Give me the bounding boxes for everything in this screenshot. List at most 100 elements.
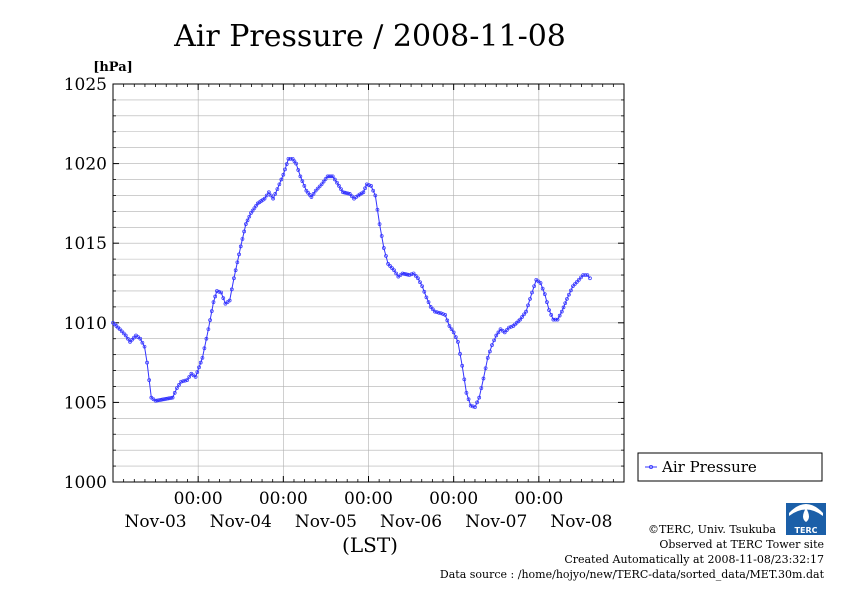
- data-point: [405, 272, 410, 277]
- data-point: [435, 310, 439, 315]
- data-point: [213, 294, 218, 299]
- data-point: [445, 318, 450, 323]
- data-point: [240, 237, 245, 241]
- data-point: [411, 271, 416, 276]
- data-point: [193, 375, 198, 379]
- data-point: [329, 174, 333, 179]
- data-point: [553, 317, 558, 322]
- data-point: [371, 188, 376, 193]
- data-point: [267, 190, 271, 195]
- data-point: [549, 312, 554, 317]
- data-point: [275, 187, 280, 191]
- data-point: [488, 349, 492, 354]
- data-point: [460, 363, 465, 368]
- data-point: [526, 303, 530, 308]
- data-point: [384, 254, 388, 258]
- data-point: [327, 174, 332, 179]
- data-point: [545, 300, 549, 304]
- data-point: [428, 305, 433, 309]
- data-point: [522, 312, 526, 317]
- data-point: [153, 398, 158, 403]
- terc-logo: TERC: [786, 503, 826, 535]
- data-point: [369, 184, 373, 188]
- data-point: [363, 186, 367, 191]
- data-point: [169, 396, 173, 400]
- data-point: [588, 276, 592, 281]
- data-point: [221, 296, 226, 300]
- data-point: [209, 309, 214, 313]
- data-point: [555, 317, 560, 322]
- data-point: [126, 336, 130, 341]
- data-point: [518, 317, 522, 322]
- x-tick-time-label: 00:00: [174, 489, 223, 509]
- data-point: [581, 273, 585, 277]
- data-point: [494, 333, 499, 338]
- data-point: [373, 193, 378, 198]
- data-point: [451, 330, 456, 335]
- data-point: [337, 184, 341, 188]
- data-point: [547, 308, 551, 312]
- data-point: [490, 343, 494, 347]
- credits: ©TERC, Univ. Tsukuba Observed at TERC To…: [440, 522, 824, 582]
- data-point: [364, 182, 369, 187]
- data-point: [565, 297, 569, 301]
- x-date-label: Nov-04: [210, 512, 272, 532]
- data-point: [311, 191, 316, 196]
- data-point: [342, 190, 347, 195]
- data-point: [200, 355, 205, 360]
- data-point: [202, 346, 207, 351]
- data-point: [571, 284, 575, 289]
- data-point: [496, 330, 501, 335]
- data-point: [449, 327, 454, 332]
- data-point: [160, 397, 165, 402]
- data-point: [416, 276, 420, 281]
- data-point: [175, 386, 179, 390]
- data-point: [475, 400, 479, 405]
- legend-label-air-pressure: Air Pressure: [661, 458, 757, 476]
- data-point: [273, 191, 278, 196]
- data-point: [252, 206, 257, 211]
- x-date-label: Nov-07: [465, 512, 527, 532]
- data-point: [585, 273, 590, 277]
- data-point: [187, 375, 192, 379]
- data-point: [583, 273, 588, 277]
- data-point: [381, 246, 386, 250]
- data-point: [400, 271, 405, 276]
- data-point: [530, 290, 534, 295]
- data-point: [528, 297, 532, 301]
- y-tick-label: 1020: [64, 155, 107, 175]
- data-point: [538, 281, 543, 285]
- data-point: [167, 396, 172, 401]
- data-point: [559, 309, 564, 314]
- data-point: [341, 190, 345, 195]
- data-point: [573, 282, 577, 286]
- logo-drop-shape: [803, 508, 809, 522]
- data-point: [281, 172, 286, 177]
- data-point: [532, 284, 536, 289]
- data-point: [245, 218, 250, 223]
- legend-point-marker: [649, 464, 654, 469]
- data-point: [181, 379, 185, 384]
- data-point: [557, 313, 562, 318]
- data-point: [433, 309, 437, 314]
- data-point: [319, 182, 324, 187]
- data-point: [170, 395, 175, 400]
- logo-arc-shape: [789, 504, 823, 516]
- data-point: [361, 190, 366, 195]
- data-point: [524, 309, 528, 314]
- data-point: [247, 214, 252, 219]
- data-point: [117, 327, 122, 332]
- data-point: [386, 262, 390, 266]
- data-point: [344, 191, 349, 195]
- data-point: [145, 360, 149, 365]
- x-date-label: Nov-08: [550, 512, 612, 532]
- x-axis-ticks: 00:00 00:00 00:00 00:00 00:00 Nov-03 Nov-04 Nov…: [123, 84, 614, 532]
- data-point: [294, 161, 298, 166]
- data-point: [388, 264, 392, 268]
- data-point: [335, 180, 339, 185]
- data-point: [309, 195, 314, 199]
- data-point: [128, 340, 132, 344]
- x-tick-time-label: 00:00: [514, 489, 563, 509]
- data-point: [464, 390, 469, 395]
